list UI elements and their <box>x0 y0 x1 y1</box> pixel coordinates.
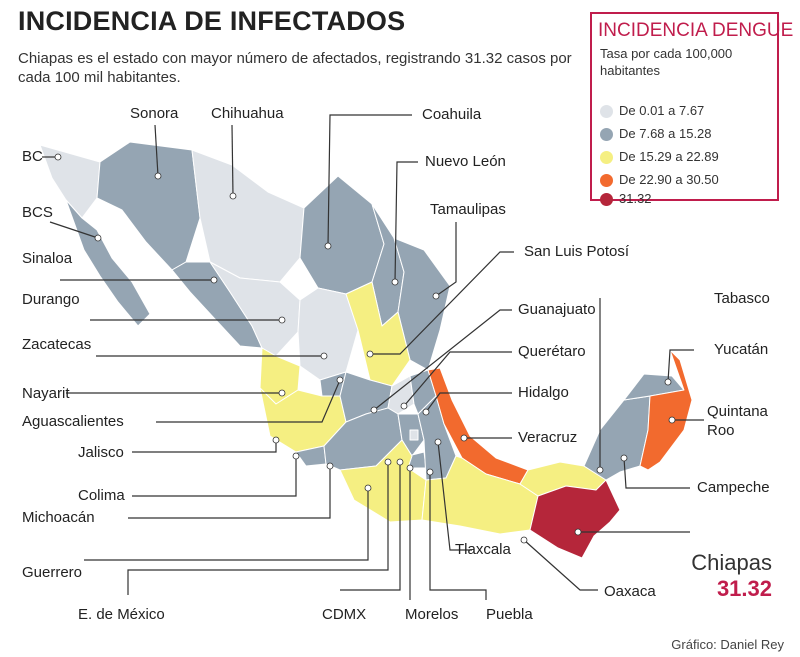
legend-swatch <box>600 193 613 206</box>
legend-swatch <box>600 174 613 187</box>
legend-swatch <box>600 151 613 164</box>
label-sinaloa: Sinaloa <box>22 250 73 267</box>
label-quintana-roo: Quintana Roo <box>707 403 768 439</box>
label-campeche: Campeche <box>697 479 770 496</box>
leader-queretaro <box>403 351 512 407</box>
state-cdmx <box>409 429 419 441</box>
label-colima: Colima <box>78 487 125 504</box>
state-queretaro <box>387 375 415 415</box>
label-chihuahua: Chihuahua <box>211 105 284 122</box>
leader-coahuila <box>327 114 412 247</box>
chiapas-value: 31.32 <box>716 576 772 601</box>
chiapas-name: Chiapas <box>691 550 772 575</box>
state-coahuila <box>299 175 385 295</box>
leader-slp <box>370 251 514 355</box>
leader-sonora <box>154 124 159 177</box>
state-campeche <box>583 395 651 481</box>
label-puebla: Puebla <box>486 606 533 623</box>
state-bcs <box>65 199 151 327</box>
label-jalisco: Jalisco <box>78 444 124 461</box>
leader-guerrero <box>84 488 369 561</box>
label-michoacan: Michoacán <box>22 509 95 526</box>
leader-bcs <box>49 221 99 239</box>
leader-hidalgo <box>425 392 512 413</box>
legend-label: De 15.29 a 22.89 <box>619 149 719 164</box>
label-zacatecas: Zacatecas <box>22 336 92 353</box>
state-chiapas <box>529 479 621 559</box>
legend-title: INCIDENCIA DENGUE <box>598 20 794 41</box>
leader-puebla <box>429 472 487 600</box>
leader-oaxaca <box>523 539 598 591</box>
page-subtitle: Chiapas es el estado con mayor número de… <box>18 50 572 86</box>
credit: Gráfico: Daniel Rey <box>671 637 784 652</box>
leader-aguascalientes <box>156 379 341 423</box>
label-oaxaca: Oaxaca <box>604 583 656 600</box>
legend-label: De 0.01 a 7.67 <box>619 103 705 118</box>
state-slp <box>345 281 411 387</box>
label-bc: BC <box>22 148 43 165</box>
label-cdmx: CDMX <box>322 606 367 623</box>
legend-swatch <box>600 128 613 141</box>
label-aguascalientes: Aguascalientes <box>22 413 124 430</box>
chiapas-callout: Chiapas 31.32 <box>690 550 772 602</box>
label-morelos: Morelos <box>405 606 459 623</box>
legend-label: De 7.68 a 15.28 <box>619 126 712 141</box>
label-hidalgo: Hidalgo <box>518 384 569 401</box>
label-bcs: BCS <box>22 204 53 221</box>
leader-campeche <box>623 457 690 489</box>
leader-cdmx <box>340 462 401 591</box>
label-durango: Durango <box>22 291 80 308</box>
leader-guanajuato <box>373 309 512 411</box>
state-durango <box>209 261 301 357</box>
label-tabasco: Tabasco <box>714 290 770 307</box>
leader-tamaulipas <box>435 222 457 297</box>
label-yucatan: Yucatán <box>714 341 769 358</box>
label-coahuila: Coahuila <box>422 106 482 123</box>
label-nuevo-leon: Nuevo León <box>425 153 506 170</box>
label-slp: San Luis Potosí <box>524 243 630 260</box>
leader-tlaxcala <box>437 441 472 551</box>
legend-label: De 22.90 a 30.50 <box>619 172 719 187</box>
leader-nuevo-leon <box>394 161 418 283</box>
label-guerrero: Guerrero <box>22 564 83 581</box>
state-chihuahua <box>191 149 305 283</box>
label-sonora: Sonora <box>130 105 179 122</box>
leader-chihuahua <box>231 124 234 197</box>
legend-swatch <box>600 105 613 118</box>
label-tlaxcala: Tlaxcala <box>455 541 511 558</box>
label-guanajuato: Guanajuato <box>518 301 596 318</box>
state-guerrero <box>339 439 427 523</box>
label-veracruz: Veracruz <box>518 429 578 446</box>
leader-yucatan <box>667 349 694 383</box>
leader-jalisco <box>132 440 277 453</box>
legend-subtitle: Tasa por cada 100,000 habitantes <box>600 46 733 78</box>
legend: INCIDENCIA DENGUE Tasa por cada 100,000 … <box>590 12 793 206</box>
legend-label: 31.32 <box>619 191 652 206</box>
label-queretaro: Querétaro <box>518 343 586 360</box>
state-quintana-roo <box>639 349 693 471</box>
leader-edomex <box>127 462 389 595</box>
leader-michoacan <box>128 466 331 519</box>
label-edomex: E. de México <box>78 606 165 623</box>
label-tamaulipas: Tamaulipas <box>430 201 506 218</box>
label-nayarit: Nayarit <box>22 385 70 402</box>
leader-colima <box>132 456 297 497</box>
state-sonora <box>96 141 201 271</box>
page-title: INCIDENCIA DE INFECTADOS <box>18 6 406 36</box>
